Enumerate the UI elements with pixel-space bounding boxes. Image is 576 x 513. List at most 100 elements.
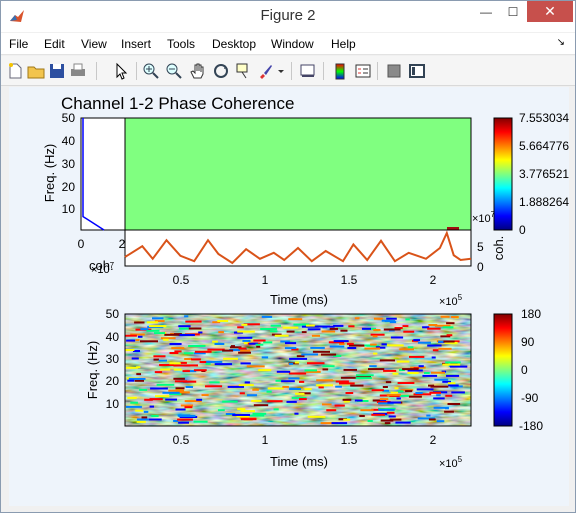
x-axis-label: Time (ms) bbox=[270, 292, 328, 307]
phase-texture-segment bbox=[199, 361, 213, 363]
phase-texture-segment bbox=[295, 392, 305, 395]
phase-texture-segment bbox=[152, 317, 164, 320]
toolbar-separator bbox=[323, 62, 324, 80]
phase-texture-segment bbox=[407, 372, 419, 374]
menu-desktop[interactable]: Desktop bbox=[212, 37, 257, 51]
phase-texture-segment bbox=[403, 330, 415, 333]
phase-texture-segment bbox=[209, 381, 220, 384]
phase-texture-segment bbox=[349, 344, 365, 347]
hide-plot-tools-icon[interactable] bbox=[384, 61, 404, 81]
phase-texture-segment bbox=[445, 394, 453, 397]
phase-texture-segment bbox=[388, 415, 396, 418]
phase-texture-segment bbox=[237, 408, 246, 411]
title-bar[interactable]: Figure 2 — ☐ ✕ bbox=[1, 1, 575, 32]
phase-texture-segment bbox=[355, 377, 372, 380]
freq-marginal-frame bbox=[80, 117, 126, 231]
phase-texture-segment bbox=[347, 342, 354, 345]
colorbar-tick-label: 1.888264 bbox=[519, 195, 569, 209]
phase-texture-segment bbox=[178, 327, 189, 330]
phase-texture-segment bbox=[320, 422, 338, 425]
menu-file[interactable]: File bbox=[9, 37, 29, 51]
phase-texture-segment bbox=[275, 379, 282, 382]
colorbar-icon[interactable] bbox=[330, 61, 350, 81]
toolbar bbox=[1, 56, 575, 86]
phase-texture-segment bbox=[238, 347, 247, 350]
phase-texture-segment bbox=[326, 409, 337, 412]
phase-texture-segment bbox=[141, 416, 148, 419]
phase-texture-segment bbox=[270, 330, 278, 333]
phase-texture-segment bbox=[394, 387, 399, 390]
menu-tools[interactable]: Tools bbox=[167, 37, 196, 51]
link-plot-icon[interactable] bbox=[298, 61, 318, 81]
phase-texture-segment bbox=[217, 409, 225, 412]
menu-view[interactable]: View bbox=[81, 37, 107, 51]
phase-texture-segment bbox=[329, 327, 338, 330]
phase-texture-segment bbox=[408, 395, 422, 398]
phase-texture-segment bbox=[237, 336, 253, 339]
print-icon[interactable] bbox=[68, 61, 88, 81]
open-file-icon[interactable] bbox=[26, 61, 46, 81]
menu-bar: File Edit View Insert Tools Desktop Wind… bbox=[1, 33, 575, 55]
y-tick-label: 30 bbox=[62, 157, 76, 171]
phase-texture-segment bbox=[267, 387, 284, 390]
phase-texture-segment bbox=[126, 366, 139, 369]
menu-window[interactable]: Window bbox=[271, 37, 314, 51]
phase-texture-segment bbox=[214, 343, 225, 345]
phase-texture-segment bbox=[442, 380, 451, 383]
phase-texture-segment bbox=[378, 407, 396, 410]
menu-help[interactable]: Help bbox=[331, 37, 356, 51]
phase-texture-segment bbox=[443, 340, 455, 343]
menu-edit[interactable]: Edit bbox=[44, 37, 65, 51]
brush-dropdown-icon[interactable] bbox=[276, 61, 286, 81]
minimize-button[interactable]: — bbox=[480, 4, 492, 19]
zoom-out-icon[interactable] bbox=[164, 61, 184, 81]
phase-texture-segment bbox=[340, 376, 358, 379]
phase-texture-segment bbox=[370, 333, 385, 336]
phase-texture-segment bbox=[343, 418, 351, 421]
phase-texture-segment bbox=[205, 362, 211, 365]
phase-texture-segment bbox=[301, 353, 319, 356]
dock-arrow-icon[interactable]: ↘ bbox=[556, 37, 565, 48]
save-icon[interactable] bbox=[47, 61, 67, 81]
phase-texture-segment bbox=[253, 404, 269, 407]
phase-texture-segment bbox=[293, 323, 310, 326]
phase-texture-segment bbox=[386, 317, 397, 320]
phase-texture-segment bbox=[316, 384, 333, 387]
phase-texture-segment bbox=[218, 331, 224, 334]
y-tick-label: 50 bbox=[62, 111, 76, 125]
maximize-button[interactable]: ☐ bbox=[507, 4, 519, 19]
phase-texture-segment bbox=[286, 400, 297, 403]
phase-texture-segment bbox=[125, 349, 135, 351]
phase-texture-segment bbox=[362, 327, 371, 330]
phase-texture-segment bbox=[146, 418, 162, 421]
phase-texture-segment bbox=[244, 381, 250, 384]
freq-marginal-axes: 50 40 30 20 10 Freq. (Hz) 0 2 coh. ×107 bbox=[42, 111, 126, 276]
phase-texture-segment bbox=[402, 325, 409, 328]
phase-texture-segment bbox=[348, 325, 355, 328]
phase-texture-segment bbox=[169, 352, 179, 354]
data-cursor-icon[interactable] bbox=[234, 61, 254, 81]
phase-texture-segment bbox=[448, 384, 459, 387]
pointer-icon[interactable] bbox=[111, 61, 131, 81]
y-tick-label: 50 bbox=[106, 307, 120, 321]
phase-texture-segment bbox=[333, 324, 344, 327]
phase-texture-segment bbox=[183, 364, 198, 367]
phase-texture-segment bbox=[198, 331, 203, 334]
show-plot-tools-icon[interactable] bbox=[407, 61, 427, 81]
phase-texture-segment bbox=[155, 395, 170, 398]
phase-texture-segment bbox=[430, 385, 449, 388]
close-button[interactable]: ✕ bbox=[527, 1, 573, 22]
zoom-in-icon[interactable] bbox=[141, 61, 161, 81]
legend-icon[interactable] bbox=[353, 61, 373, 81]
phase-texture-segment bbox=[174, 350, 182, 353]
x-tick-label: 2 bbox=[119, 237, 126, 251]
brush-icon[interactable] bbox=[256, 61, 276, 81]
phase-texture-segment bbox=[318, 386, 324, 389]
rotate-3d-icon[interactable] bbox=[211, 61, 231, 81]
phase-texture-segment bbox=[178, 325, 191, 328]
pan-hand-icon[interactable] bbox=[188, 61, 208, 81]
new-figure-icon[interactable] bbox=[5, 61, 25, 81]
phase-texture-segment bbox=[136, 418, 150, 421]
menu-insert[interactable]: Insert bbox=[121, 37, 152, 51]
phase-texture-segment bbox=[282, 326, 299, 329]
